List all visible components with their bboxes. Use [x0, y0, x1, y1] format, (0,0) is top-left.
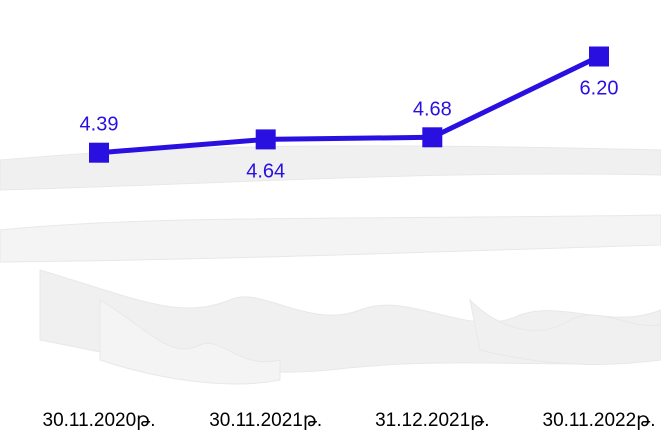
background-texture — [0, 145, 661, 385]
series-line — [98, 54, 601, 156]
texture-stroke — [99, 299, 281, 385]
data-point-marker — [89, 142, 109, 163]
data-label: 4.68 — [413, 98, 452, 120]
data-label: 4.64 — [246, 160, 285, 182]
data-labels: 4.39 4.64 4.68 6.20 — [80, 78, 619, 183]
x-axis: 30.11.2020թ. 30.11.2021թ. 31.12.2021թ. 30.1… — [43, 410, 656, 431]
texture-stroke — [0, 214, 661, 263]
x-tick-label: 31.12.2021թ. — [375, 410, 489, 431]
data-point-marker — [422, 127, 443, 148]
data-label: 6.20 — [580, 78, 619, 100]
data-label: 4.39 — [80, 114, 119, 136]
x-tick-label: 30.11.2022թ. — [543, 410, 656, 431]
data-point-marker — [589, 46, 609, 67]
x-tick-label: 30.11.2021թ. — [209, 410, 322, 431]
texture-stroke — [469, 298, 661, 365]
data-point-marker — [255, 129, 276, 150]
series-layer — [89, 46, 609, 163]
x-tick-label: 30.11.2020թ. — [43, 410, 156, 431]
